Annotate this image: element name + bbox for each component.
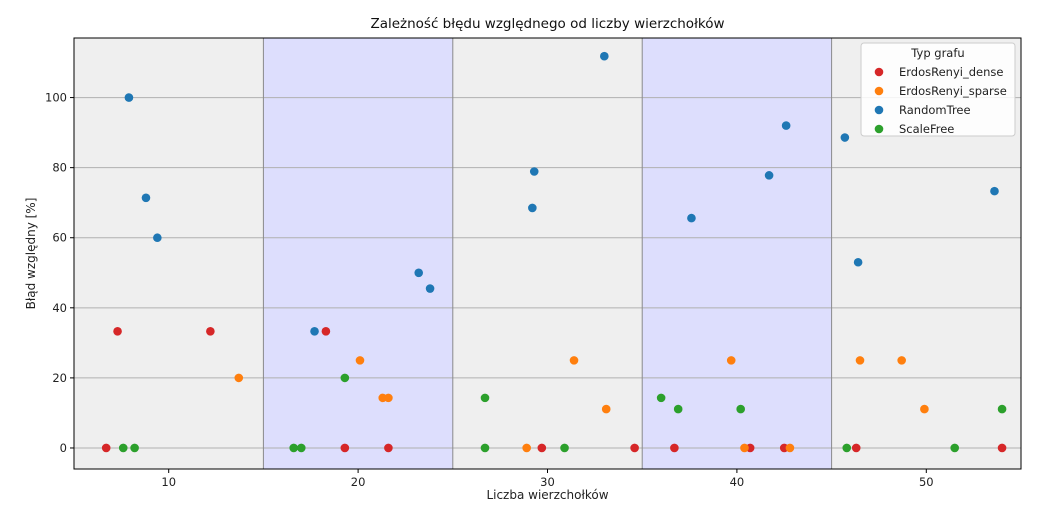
data-point (414, 268, 424, 278)
x-axis-title: Liczba wierzchołków (486, 488, 608, 502)
data-point (130, 443, 139, 453)
y-tick-label: 60 (52, 231, 67, 245)
data-point (764, 171, 774, 180)
data-point (726, 356, 736, 365)
legend-marker (874, 105, 884, 115)
data-point (670, 443, 679, 453)
data-point (206, 326, 215, 336)
data-point (601, 404, 611, 414)
data-point (569, 356, 579, 365)
data-point (740, 443, 749, 453)
data-point (310, 326, 319, 336)
x-axis-ticks: 10 20 30 40 50 (161, 469, 934, 489)
data-point (480, 443, 490, 453)
x-tick-label: 10 (161, 475, 176, 489)
data-point (840, 133, 850, 142)
y-tick-label: 20 (52, 371, 67, 385)
x-tick-label: 40 (730, 475, 745, 489)
data-point (289, 443, 299, 453)
data-point (855, 356, 865, 365)
x-tick-label: 30 (540, 475, 555, 489)
legend-box (860, 42, 1016, 137)
data-point (296, 443, 306, 453)
data-point (113, 326, 122, 336)
data-point (529, 167, 539, 176)
x-tick-label: 50 (919, 475, 934, 489)
legend-items: ErdosRenyi_dense ErdosRenyi_sparse RandomT… (874, 65, 1007, 136)
data-point (141, 193, 151, 203)
data-point (997, 404, 1007, 414)
data-point (124, 93, 134, 102)
data-point (736, 404, 745, 414)
data-point (781, 121, 791, 130)
y-tick-label: 100 (45, 91, 67, 105)
data-point (425, 284, 435, 293)
data-point (340, 373, 350, 383)
background-band (263, 38, 453, 469)
background-band (642, 38, 832, 469)
legend-marker (874, 124, 884, 134)
data-point (842, 443, 852, 453)
background-band (74, 38, 264, 469)
data-point (656, 393, 666, 403)
grid-lines (74, 97, 1021, 449)
data-point (851, 443, 861, 453)
x-tick-label: 20 (351, 475, 366, 489)
y-axis-ticks: 0 20 40 60 80 100 (45, 91, 74, 455)
data-point (950, 443, 960, 453)
data-point (687, 213, 696, 223)
data-point (384, 393, 393, 403)
data-point (600, 51, 609, 61)
y-tick-label: 40 (52, 301, 67, 315)
data-point (990, 186, 999, 196)
data-point (118, 443, 128, 453)
legend-label: ErdosRenyi_dense (899, 65, 1003, 79)
legend-marker (874, 86, 884, 96)
data-point (321, 326, 331, 336)
data-point (522, 443, 531, 453)
data-point (560, 443, 569, 453)
data-point (153, 233, 162, 243)
legend-label: ScaleFree (899, 122, 954, 136)
data-point (785, 443, 795, 453)
data-point (537, 443, 547, 453)
data-point (997, 443, 1007, 453)
data-point (630, 443, 639, 453)
y-axis-title: Błąd względny [%] (24, 198, 38, 310)
legend-label: RandomTree (899, 103, 971, 117)
chart-title: Zależność błędu względnego od liczby wie… (370, 16, 724, 32)
data-point (101, 443, 111, 453)
data-point (853, 257, 863, 267)
legend: Typ grafu ErdosRenyi_dense ErdosRenyi_spa… (860, 42, 1016, 137)
data-point (340, 443, 350, 453)
y-tick-label: 80 (52, 161, 67, 175)
legend-label: ErdosRenyi_sparse (899, 84, 1007, 98)
data-point (920, 404, 929, 414)
background-bands (74, 38, 1021, 469)
data-point (528, 203, 537, 213)
data-point (480, 393, 490, 403)
data-point (234, 373, 244, 383)
data-point (384, 443, 393, 453)
data-points (101, 51, 1007, 453)
data-point (673, 404, 683, 414)
legend-marker (874, 67, 884, 77)
band-dividers (262, 38, 833, 469)
data-point (355, 356, 365, 365)
background-band (452, 38, 643, 469)
y-tick-label: 0 (60, 441, 67, 455)
legend-title: Typ grafu (910, 46, 964, 60)
data-point (897, 356, 906, 365)
